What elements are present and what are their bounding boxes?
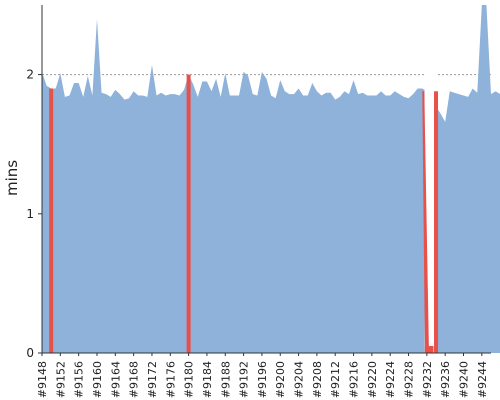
x-tick-label-9176: #9176: [164, 361, 177, 398]
x-tick-label-9160: #9160: [91, 361, 104, 398]
x-tick-label-9188: #9188: [219, 361, 232, 398]
y-tick-label-2: 2: [26, 68, 34, 82]
x-tick-label-9180: #9180: [183, 361, 196, 398]
failure-edge: [422, 91, 429, 347]
failure-bar-9180: [186, 74, 191, 353]
failure-bar-9234: [434, 91, 439, 353]
x-tick-label-9212: #9212: [329, 361, 342, 398]
x-tick-label-9224: #9224: [384, 361, 397, 398]
x-tick-label-9196: #9196: [256, 361, 269, 398]
x-tick-label-9156: #9156: [73, 361, 86, 398]
x-tick-labels: #9148 #9152 #9156 #9160 #9164 #9168 #9172 #9176…: [36, 361, 489, 398]
x-tick-label-9244: #9244: [476, 361, 489, 398]
failure-gap: [424, 5, 437, 353]
y-tick-label-0: 0: [26, 346, 34, 360]
x-tick-label-9184: #9184: [201, 361, 214, 398]
failure-bars: [49, 5, 439, 354]
x-tick-label-9164: #9164: [109, 361, 122, 398]
x-tick-label-9168: #9168: [128, 361, 141, 398]
axes: [38, 5, 491, 356]
x-tick-label-9232: #9232: [421, 361, 434, 398]
x-tick-label-9152: #9152: [54, 361, 67, 398]
x-tick-label-9216: #9216: [348, 361, 361, 398]
x-tick-label-9208: #9208: [311, 361, 324, 398]
failure-bar-9150: [49, 88, 54, 354]
success-area: [42, 5, 500, 353]
x-tick-label-9220: #9220: [366, 361, 379, 398]
x-tick-label-9200: #9200: [274, 361, 287, 398]
x-tick-label-9192: #9192: [238, 361, 251, 398]
failure-low-segment: [424, 346, 434, 353]
x-tick-label-9240: #9240: [458, 361, 471, 398]
x-tick-label-9172: #9172: [146, 361, 159, 398]
x-tick-label-9236: #9236: [439, 361, 452, 398]
y-tick-label-1: 1: [26, 207, 34, 221]
x-tick-label-9204: #9204: [293, 361, 306, 398]
y-tick-labels: 0 1 2: [26, 68, 34, 360]
y-axis-title: mins: [3, 160, 21, 196]
x-tick-label-9228: #9228: [403, 361, 416, 398]
x-tick-label-9148: #9148: [36, 361, 49, 398]
success-area-series: [42, 5, 500, 353]
